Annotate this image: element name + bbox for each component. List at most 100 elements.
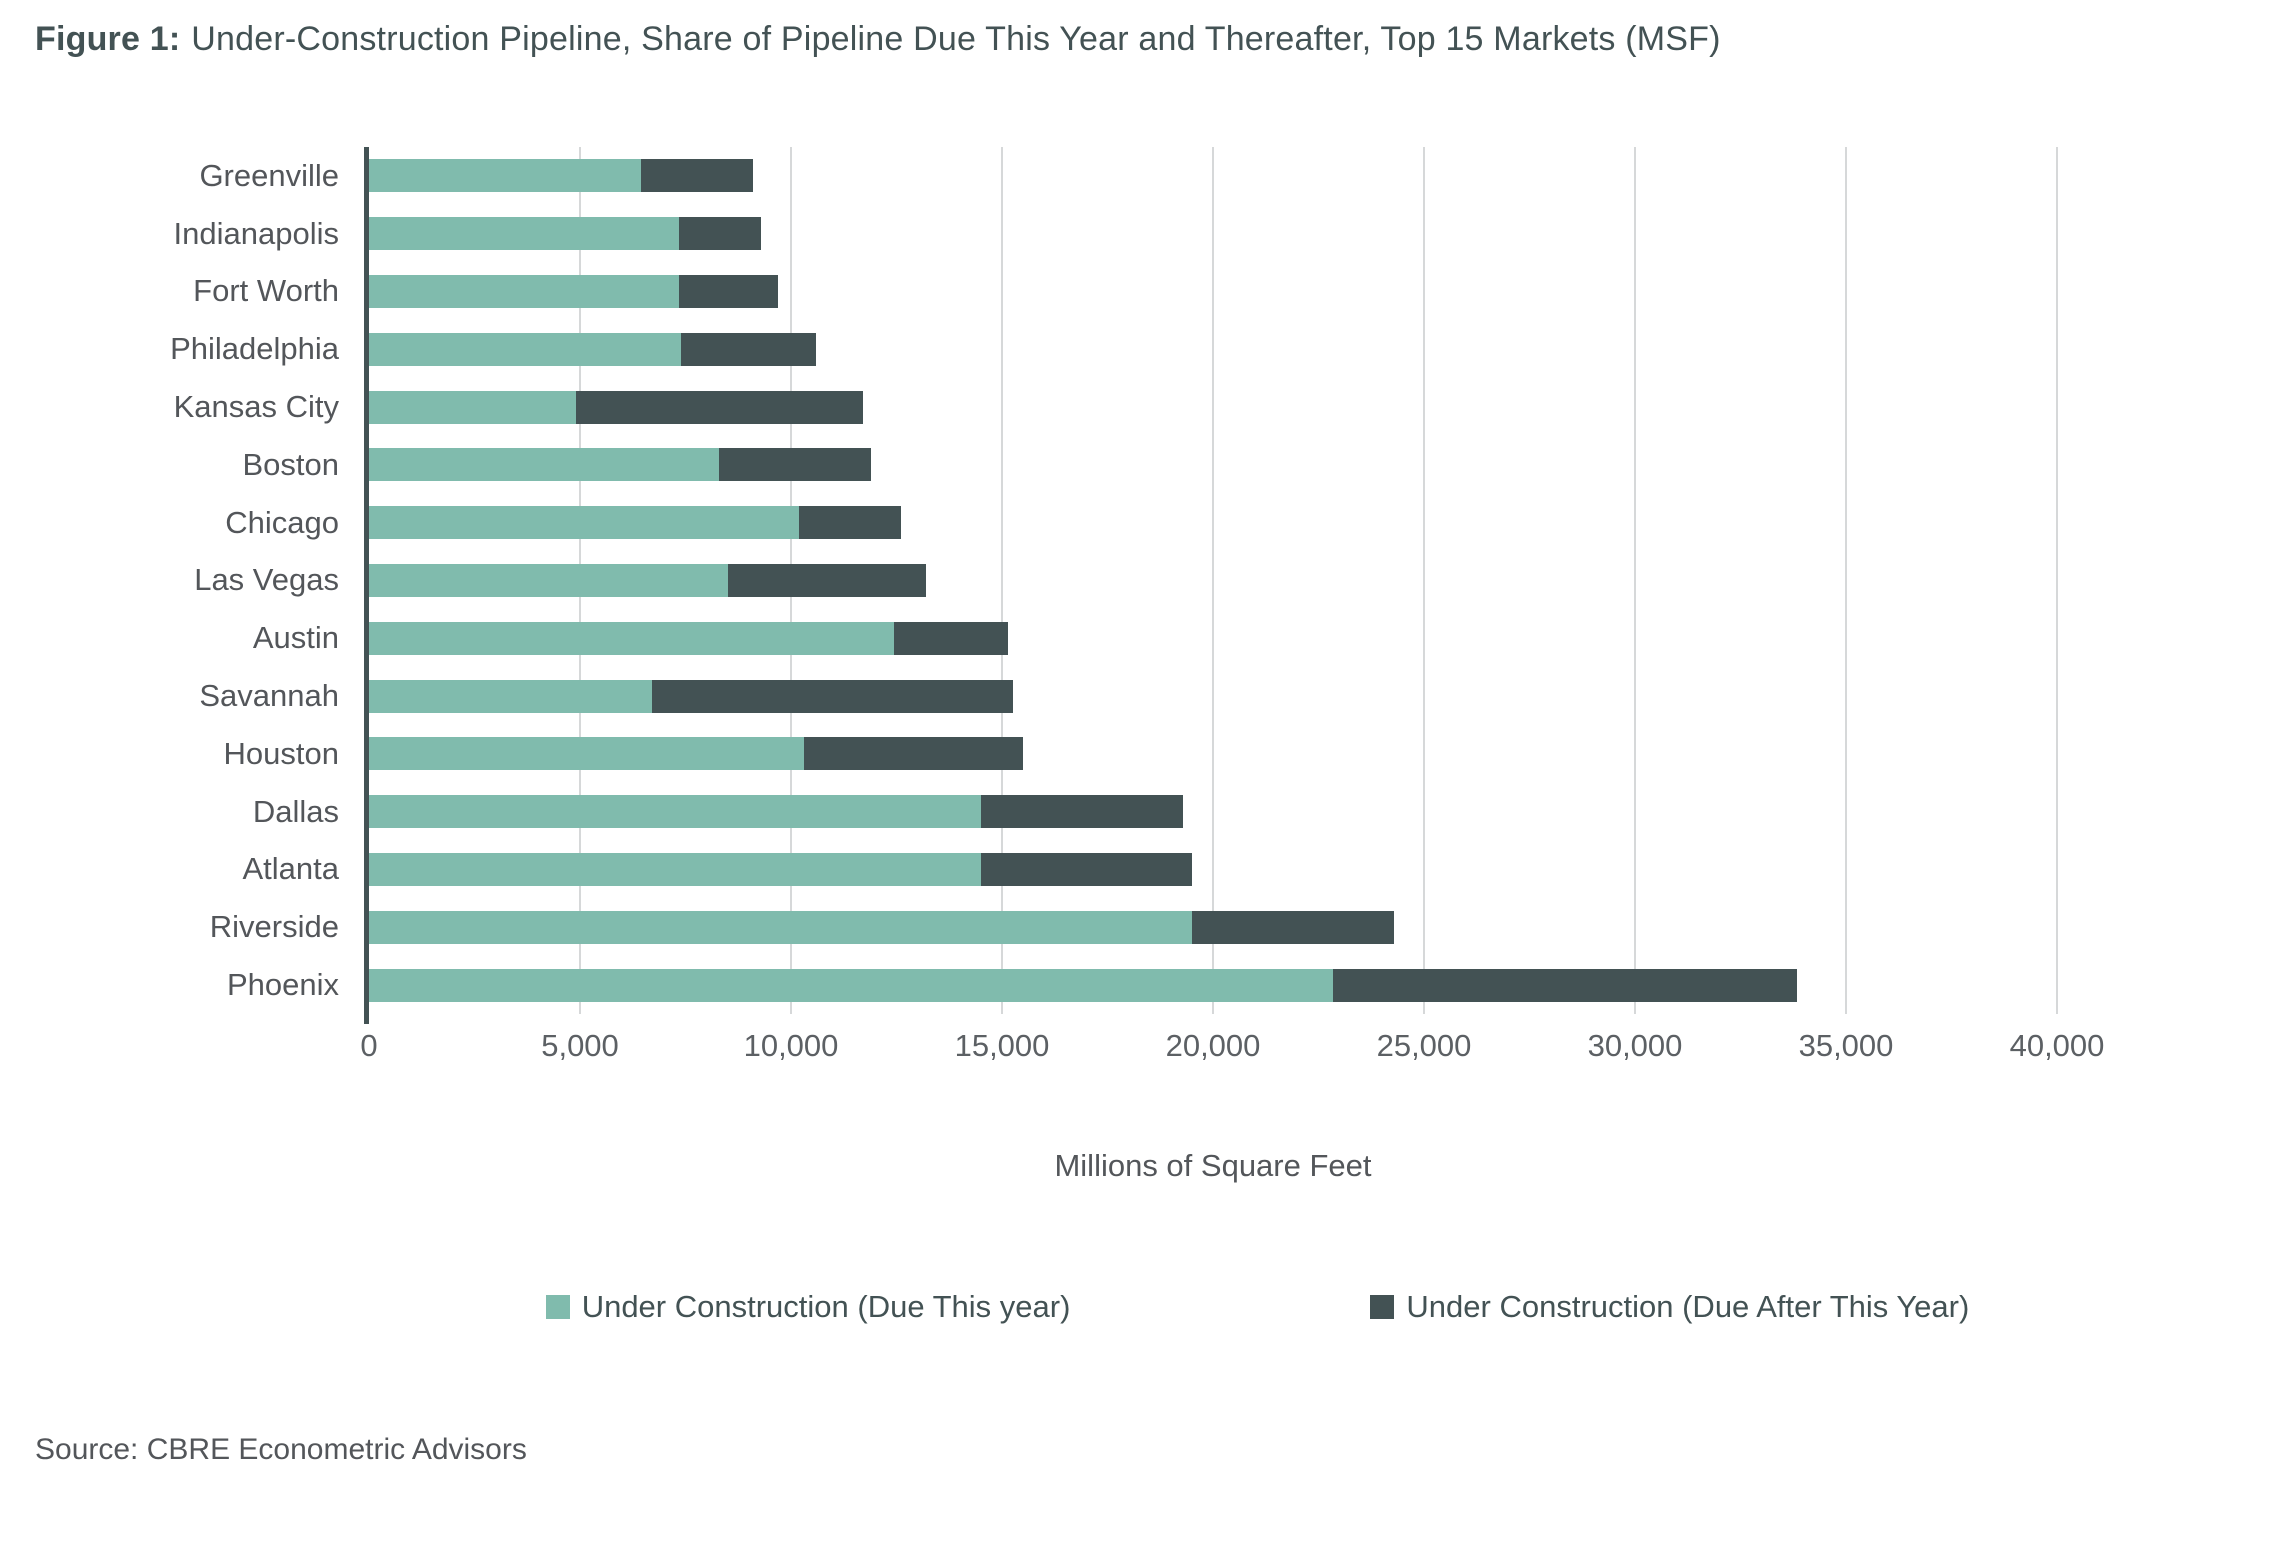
x-tick-label-0: 0: [360, 1028, 378, 1063]
category-label: Chicago: [225, 504, 339, 540]
bar-track: [369, 390, 2057, 424]
bar-track: [369, 332, 2057, 366]
category-label: Kansas City: [173, 389, 339, 425]
bar-track: [369, 159, 2057, 193]
bar-segment-due-this-year: [369, 910, 1192, 944]
chart-title: Figure 1: Under-Construction Pipeline, Sh…: [35, 20, 2275, 59]
source-note: Source: CBRE Econometric Advisors: [35, 1433, 527, 1466]
legend: Under Construction (Due This year) Under…: [0, 1289, 2275, 1325]
bar-row-fort-worth: Fort Worth: [0, 263, 2275, 321]
x-tick-label-30000: 30,000: [1587, 1028, 1683, 1063]
x-tick-label-35000: 35,000: [1798, 1028, 1894, 1063]
bar-segment-due-this-year: [369, 852, 981, 886]
legend-label-due-this-year: Under Construction (Due This year): [581, 1289, 1071, 1324]
bar-track: [369, 910, 2057, 944]
bar-track: [369, 852, 2057, 886]
bar-row-philadelphia: Philadelphia: [0, 320, 2275, 378]
bar-row-kansas-city: Kansas City: [0, 378, 2275, 436]
category-label: Boston: [242, 446, 339, 482]
bar-track: [369, 563, 2057, 597]
x-tick-label-5000: 5,000: [541, 1028, 619, 1063]
bar-row-houston: Houston: [0, 725, 2275, 783]
chart-title-text: Under-Construction Pipeline, Share of Pi…: [191, 20, 1721, 58]
gridline-40000: [2056, 147, 2058, 1014]
bar-track: [369, 737, 2057, 771]
bar-row-indianapolis: Indianapolis: [0, 205, 2275, 263]
bar-segment-due-after-this-year: [980, 852, 1192, 886]
category-label: Atlanta: [242, 851, 339, 887]
bar-row-greenville: Greenville: [0, 147, 2275, 205]
category-label: Phoenix: [226, 967, 339, 1003]
gridline-30000: [1634, 147, 1636, 1014]
bar-segment-due-this-year: [369, 968, 1334, 1002]
bar-track: [369, 679, 2057, 713]
bar-segment-due-this-year: [369, 390, 576, 424]
x-tick-label-10000: 10,000: [743, 1028, 839, 1063]
category-label: Austin: [252, 620, 339, 656]
category-label: Greenville: [199, 157, 339, 193]
chart-title-prefix: Figure 1:: [35, 20, 181, 58]
category-label: Fort Worth: [193, 273, 339, 309]
bar-row-chicago: Chicago: [0, 494, 2275, 552]
category-label: Indianapolis: [173, 215, 339, 251]
bar-track: [369, 621, 2057, 655]
x-tick-label-25000: 25,000: [1376, 1028, 1472, 1063]
legend-swatch-due-after-this-year: [1370, 1295, 1395, 1319]
bar-track: [369, 795, 2057, 829]
bar-segment-due-after-this-year: [894, 621, 1009, 655]
gridline-15000: [1001, 147, 1003, 1014]
gridline-35000: [1845, 147, 1847, 1014]
bar-segment-due-this-year: [369, 217, 680, 251]
legend-item-due-this-year: Under Construction (Due This year): [545, 1289, 1071, 1325]
gridline-25000: [1423, 147, 1425, 1014]
bar-row-savannah: Savannah: [0, 667, 2275, 725]
bar-track: [369, 274, 2057, 308]
category-label: Dallas: [252, 793, 339, 829]
bar-segment-due-after-this-year: [980, 795, 1184, 829]
bar-row-dallas: Dallas: [0, 783, 2275, 841]
x-ticks: 0 5,000 10,000 15,000 20,000 25,000 30,000 35,0…: [360, 1028, 2104, 1070]
bar-segment-due-after-this-year: [1191, 910, 1395, 944]
legend-swatch-due-this-year: [545, 1295, 570, 1319]
bar-row-austin: Austin: [0, 609, 2275, 667]
category-label: Savannah: [199, 678, 339, 714]
category-label: Las Vegas: [194, 562, 339, 598]
bar-row-boston: Boston: [0, 436, 2275, 494]
x-tick-label-20000: 20,000: [1165, 1028, 1261, 1063]
bar-segment-due-after-this-year: [1333, 968, 1798, 1002]
x-tick-label-40000: 40,000: [2009, 1028, 2105, 1063]
bar-segment-due-this-year: [369, 679, 652, 713]
category-label: Houston: [223, 735, 339, 771]
bar-segment-due-after-this-year: [641, 159, 754, 193]
bar-track: [369, 968, 2057, 1002]
x-axis-title: Millions of Square Feet: [1054, 1148, 1372, 1183]
bar-row-riverside: Riverside: [0, 898, 2275, 956]
bar-segment-due-this-year: [369, 737, 804, 771]
category-label: Philadelphia: [170, 331, 339, 367]
bar-segment-due-after-this-year: [719, 448, 872, 482]
bar-row-atlanta: Atlanta: [0, 841, 2275, 899]
bar-segment-due-after-this-year: [727, 563, 927, 597]
y-axis-line: [364, 147, 369, 1024]
bar-track: [369, 217, 2057, 251]
bar-track: [369, 448, 2057, 482]
bar-segment-due-after-this-year: [803, 737, 1024, 771]
bar-segment-due-after-this-year: [651, 679, 1013, 713]
bar-segment-due-this-year: [369, 563, 728, 597]
bar-segment-due-this-year: [369, 274, 680, 308]
bar-segment-due-this-year: [369, 795, 981, 829]
bar-segment-due-this-year: [369, 506, 800, 540]
legend-item-due-after-this-year: Under Construction (Due After This Year): [1370, 1289, 1969, 1325]
bar-track: [369, 506, 2057, 540]
gridline-20000: [1212, 147, 1214, 1014]
bar-segment-due-this-year: [369, 159, 642, 193]
bar-segment-due-after-this-year: [681, 332, 817, 366]
legend-label-due-after-this-year: Under Construction (Due After This Year): [1406, 1289, 1970, 1324]
bar-segment-due-after-this-year: [575, 390, 863, 424]
bar-segment-due-this-year: [369, 621, 895, 655]
bar-segment-due-this-year: [369, 332, 682, 366]
bar-segment-due-this-year: [369, 448, 720, 482]
stacked-bar-chart: Greenville Indianapolis Fort Worth Philadel…: [0, 147, 2275, 1024]
bar-row-las-vegas: Las Vegas: [0, 552, 2275, 610]
bar-rows: Greenville Indianapolis Fort Worth Philadel…: [0, 147, 2275, 1014]
